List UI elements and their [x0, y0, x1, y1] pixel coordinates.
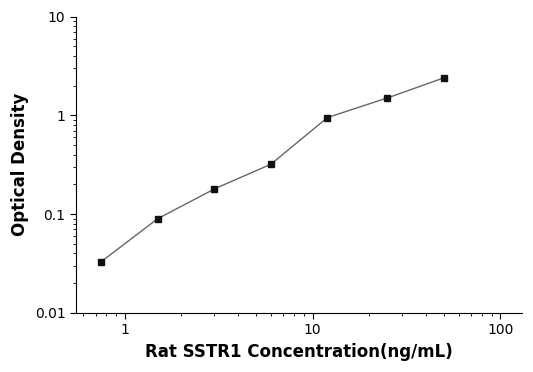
X-axis label: Rat SSTR1 Concentration(ng/mL): Rat SSTR1 Concentration(ng/mL): [145, 343, 453, 361]
Y-axis label: Optical Density: Optical Density: [11, 93, 29, 237]
